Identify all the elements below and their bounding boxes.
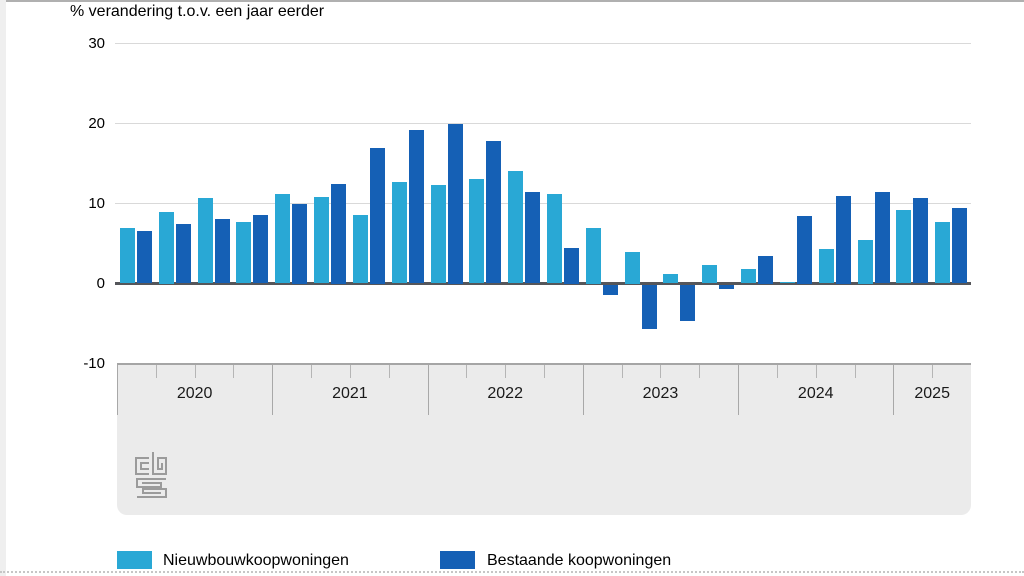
quarter-tick — [699, 365, 701, 378]
gridline-10 — [115, 203, 971, 204]
bar-2023Q1-bestaand[interactable] — [602, 285, 618, 295]
cbs-logo-icon — [135, 452, 167, 498]
bar-2020Q3-nieuwbouw[interactable] — [197, 197, 213, 284]
bar-2024Q2-nieuwbouw[interactable] — [779, 281, 795, 284]
y-axis-tick-label: 30 — [88, 34, 105, 52]
bar-2021Q3-bestaand[interactable] — [369, 147, 385, 284]
bar-2022Q1-nieuwbouw[interactable] — [430, 185, 446, 284]
bar-2024Q1-nieuwbouw[interactable] — [741, 269, 757, 284]
quarter-tick — [155, 365, 157, 378]
bar-2020Q4-nieuwbouw[interactable] — [236, 221, 252, 284]
bar-2023Q4-nieuwbouw[interactable] — [702, 265, 718, 284]
bar-2025Q2-nieuwbouw[interactable] — [935, 221, 951, 284]
bar-2024Q2-bestaand[interactable] — [796, 215, 812, 284]
y-axis-tick-label: 0 — [96, 274, 105, 292]
bar-2021Q2-nieuwbouw[interactable] — [314, 197, 330, 284]
bar-2021Q3-nieuwbouw[interactable] — [352, 214, 368, 284]
legend-label-bestaand[interactable]: Bestaande koopwoningen — [487, 552, 672, 569]
year-label-2024: 2024 — [797, 385, 834, 402]
quarter-tick — [621, 365, 623, 378]
x-axis-band: 2020 2021 2022 2023 2024 2025 — [117, 363, 971, 515]
bar-2024Q4-bestaand[interactable] — [874, 192, 890, 284]
year-label-2021: 2021 — [332, 385, 368, 402]
legend-label-nieuwbouw[interactable]: Nieuwbouwkoopwoningen — [163, 552, 349, 569]
quarter-tick — [466, 365, 468, 378]
year-label-2025: 2025 — [914, 385, 950, 402]
bar-2022Q2-bestaand[interactable] — [486, 141, 502, 284]
quarter-tick — [388, 365, 390, 378]
bar-2023Q1-nieuwbouw[interactable] — [585, 227, 601, 284]
bar-2023Q2-bestaand[interactable] — [641, 285, 657, 329]
year-label-2022: 2022 — [487, 385, 523, 402]
quarter-tick — [660, 365, 662, 378]
bar-2021Q1-nieuwbouw[interactable] — [275, 193, 291, 284]
bar-2023Q3-nieuwbouw[interactable] — [663, 273, 679, 284]
quarter-tick — [194, 365, 196, 378]
bar-2022Q1-bestaand[interactable] — [447, 123, 463, 284]
bar-2020Q4-bestaand[interactable] — [253, 214, 269, 284]
year-label-2023: 2023 — [642, 385, 679, 402]
chart-title: % verandering t.o.v. een jaar eerder — [70, 3, 325, 20]
left-margin-strip — [0, 0, 6, 576]
bottom-dotted-divider — [0, 571, 1024, 573]
bar-2020Q3-bestaand[interactable] — [214, 218, 230, 284]
quarter-tick — [349, 365, 351, 378]
bar-2022Q4-nieuwbouw[interactable] — [547, 193, 562, 284]
y-axis-tick-label: 10 — [88, 194, 105, 212]
bar-2020Q1-bestaand[interactable] — [137, 230, 152, 284]
year-divider-2022 — [427, 365, 429, 415]
year-label-2020: 2020 — [176, 385, 213, 402]
quarter-tick — [505, 365, 507, 378]
bar-2025Q2-bestaand[interactable] — [952, 208, 968, 284]
bar-2024Q1-bestaand[interactable] — [758, 255, 774, 284]
bar-2023Q2-nieuwbouw[interactable] — [624, 251, 640, 284]
quarter-tick — [233, 365, 235, 378]
quarter-tick — [776, 365, 778, 378]
quarter-tick — [815, 365, 817, 378]
gridline-20 — [115, 123, 971, 124]
top-border-line — [0, 0, 1024, 2]
bar-2020Q2-nieuwbouw[interactable] — [158, 211, 174, 284]
year-divider-2024 — [738, 365, 740, 415]
bar-2021Q1-bestaand[interactable] — [292, 203, 308, 284]
quarter-tick — [544, 365, 545, 378]
bar-2022Q4-bestaand[interactable] — [564, 247, 579, 284]
zero-axis-line — [115, 282, 971, 285]
year-divider-2023 — [582, 365, 584, 415]
legend-swatch-bestaand[interactable] — [440, 551, 475, 569]
gridline-30 — [115, 43, 971, 44]
bar-2025Q1-bestaand[interactable] — [913, 197, 929, 284]
y-axis-tick-label: 20 — [88, 114, 105, 132]
bar-2022Q3-nieuwbouw[interactable] — [508, 170, 524, 284]
y-axis-tick-label: -10 — [83, 354, 105, 372]
legend-swatch-nieuwbouw[interactable] — [117, 551, 152, 569]
bar-2023Q4-bestaand[interactable] — [719, 285, 735, 289]
bar-2024Q4-nieuwbouw[interactable] — [857, 239, 873, 284]
bar-2021Q2-bestaand[interactable] — [331, 183, 347, 284]
bar-2022Q2-nieuwbouw[interactable] — [469, 178, 485, 284]
year-divider-2020 — [117, 365, 118, 415]
bar-2024Q3-nieuwbouw[interactable] — [818, 249, 834, 284]
quarter-tick — [311, 365, 313, 378]
bar-2024Q3-bestaand[interactable] — [835, 195, 851, 284]
bar-2022Q3-bestaand[interactable] — [525, 192, 541, 284]
bar-2025Q1-nieuwbouw[interactable] — [896, 209, 912, 284]
quarter-tick — [932, 365, 934, 378]
year-divider-2021 — [272, 365, 274, 415]
bar-2023Q3-bestaand[interactable] — [680, 285, 696, 321]
bar-2020Q1-nieuwbouw[interactable] — [120, 228, 135, 284]
year-divider-2025 — [893, 365, 895, 415]
quarter-tick — [854, 365, 856, 378]
bar-2020Q2-bestaand[interactable] — [175, 224, 191, 284]
bar-2021Q4-bestaand[interactable] — [408, 129, 424, 284]
bar-2021Q4-nieuwbouw[interactable] — [391, 181, 407, 284]
